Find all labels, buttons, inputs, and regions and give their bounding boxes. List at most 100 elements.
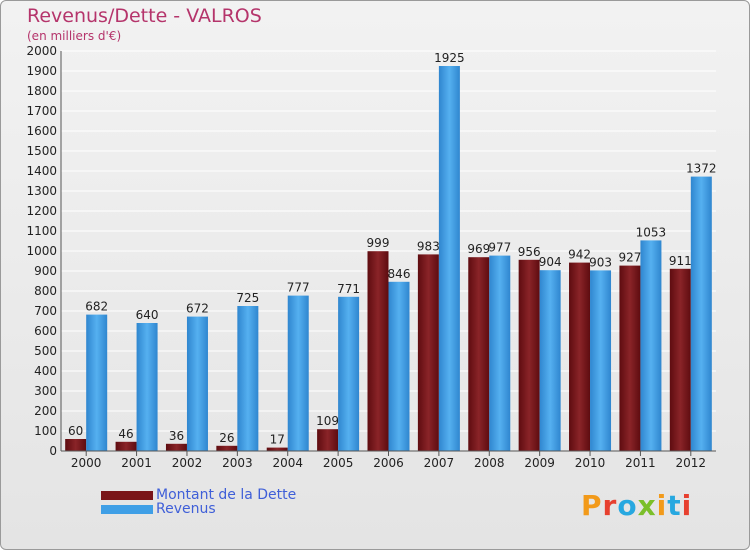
bar-revenus (690, 176, 712, 451)
x-tick-label: 2009 (524, 456, 555, 470)
value-label-revenus: 771 (337, 282, 360, 296)
bar-revenus (86, 314, 108, 451)
y-tick-label: 1500 (26, 144, 57, 158)
bar-revenus (438, 66, 460, 451)
x-tick-label: 2006 (373, 456, 404, 470)
legend-item-revenus: Revenus (101, 501, 216, 517)
bar-dette (619, 265, 641, 451)
y-tick-label: 0 (49, 444, 57, 458)
y-tick-label: 1400 (26, 164, 57, 178)
bar-dette (317, 429, 339, 451)
value-label-revenus: 640 (136, 308, 159, 322)
bar-dette (569, 262, 591, 451)
x-tick-label: 2003 (222, 456, 253, 470)
bar-revenus (186, 316, 208, 451)
legend-swatch-dette (101, 490, 153, 500)
x-tick-label: 2007 (424, 456, 455, 470)
proxiti-logo: Proxiti (581, 489, 693, 522)
bar-revenus (539, 270, 561, 451)
value-label-revenus: 977 (488, 241, 511, 255)
value-label-revenus: 682 (85, 300, 108, 314)
value-label-dette: 983 (417, 239, 440, 253)
bar-dette (367, 251, 389, 451)
legend-label-dette: Montant de la Dette (156, 487, 297, 503)
bar-dette (518, 259, 540, 451)
value-label-dette: 26 (219, 431, 234, 445)
value-label-revenus: 903 (589, 255, 612, 269)
value-label-dette: 36 (169, 429, 184, 443)
legend-item-dette: Montant de la Dette (101, 487, 296, 503)
bar-revenus (489, 255, 511, 451)
y-tick-label: 300 (34, 384, 57, 398)
bar-dette (216, 445, 238, 451)
x-tick-label: 2002 (172, 456, 203, 470)
legend-label-revenus: Revenus (156, 501, 216, 517)
value-label-dette: 17 (270, 433, 285, 447)
bar-revenus (237, 306, 259, 451)
value-label-dette: 46 (118, 427, 133, 441)
value-label-dette: 999 (367, 236, 390, 250)
bar-dette (669, 268, 691, 451)
chart-title: Revenus/Dette - VALROS (27, 5, 262, 27)
value-label-revenus: 1925 (434, 51, 465, 65)
value-label-dette: 911 (669, 254, 692, 268)
bar-dette (468, 257, 490, 451)
y-tick-label: 600 (34, 324, 57, 338)
bar-revenus (287, 295, 309, 451)
value-label-revenus: 725 (236, 291, 259, 305)
value-label-dette: 109 (316, 414, 339, 428)
y-tick-label: 400 (34, 364, 57, 378)
y-tick-label: 100 (34, 424, 57, 438)
y-tick-label: 1100 (26, 224, 57, 238)
value-label-dette: 927 (618, 251, 641, 265)
value-label-revenus: 672 (186, 302, 209, 316)
y-tick-label: 900 (34, 264, 57, 278)
x-tick-label: 2001 (121, 456, 152, 470)
y-tick-label: 2000 (26, 44, 57, 58)
value-label-dette: 942 (568, 248, 591, 262)
y-tick-label: 700 (34, 304, 57, 318)
bars: 60 682 46 640 36 672 26 725 17 777 109 771 999 846 983… (65, 51, 717, 451)
chart-subtitle: (en milliers d'€) (27, 29, 122, 43)
bar-dette (417, 254, 439, 451)
value-label-revenus: 904 (539, 255, 562, 269)
x-tick-label: 2004 (272, 456, 303, 470)
value-label-revenus: 777 (287, 281, 310, 295)
x-tick-label: 2011 (625, 456, 656, 470)
x-tick-label: 2005 (323, 456, 354, 470)
y-tick-label: 1200 (26, 204, 57, 218)
y-tick-label: 200 (34, 404, 57, 418)
bar-dette (65, 439, 87, 451)
x-axis: 2000 2001 2002 2003 2004 2005 2006 2007 2008 2009… (61, 450, 716, 470)
x-tick-label: 2012 (676, 456, 707, 470)
value-label-dette: 956 (518, 245, 541, 259)
bar-revenus (338, 296, 360, 451)
x-tick-label: 2010 (575, 456, 606, 470)
bar-revenus (640, 240, 662, 451)
x-tick-label: 2000 (71, 456, 102, 470)
bar-dette (165, 443, 187, 451)
bar-dette (266, 447, 288, 451)
value-label-revenus: 846 (388, 267, 411, 281)
y-tick-label: 1800 (26, 84, 57, 98)
y-tick-label: 1300 (26, 184, 57, 198)
bar-revenus (388, 281, 410, 451)
value-label-dette: 60 (68, 424, 83, 438)
value-label-revenus: 1372 (686, 162, 717, 176)
y-tick-label: 1600 (26, 124, 57, 138)
y-tick-label: 1900 (26, 64, 57, 78)
y-tick-label: 1700 (26, 104, 57, 118)
x-tick-label: 2008 (474, 456, 505, 470)
y-axis: 0 100 200 300 400 500 600 700 800 900 1000 1100 1200… (26, 44, 62, 458)
bar-revenus (136, 323, 158, 451)
bar-revenus (590, 270, 612, 451)
bar-dette (115, 441, 137, 451)
y-tick-label: 500 (34, 344, 57, 358)
legend-swatch-revenus (101, 504, 153, 514)
y-tick-label: 800 (34, 284, 57, 298)
value-label-revenus: 1053 (636, 225, 667, 239)
y-tick-label: 1000 (26, 244, 57, 258)
bar-chart: 0 100 200 300 400 500 600 700 800 900 1000 1100 1200… (26, 44, 717, 470)
value-label-dette: 969 (467, 242, 490, 256)
